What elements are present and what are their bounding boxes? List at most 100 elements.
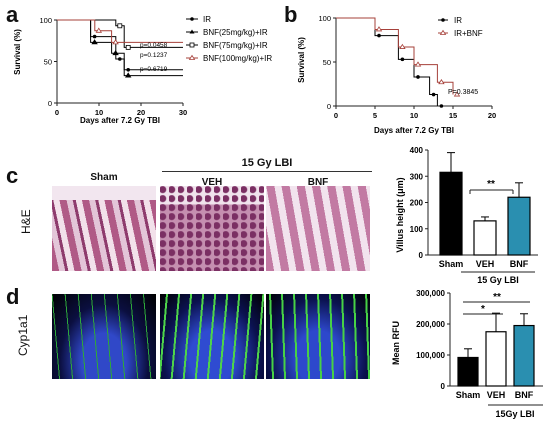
a-series-marker xyxy=(112,49,119,56)
a-xtick-label: 0 xyxy=(55,108,59,117)
if-image-bnf xyxy=(266,294,370,379)
chart-b-pvalue: P=0.3845 xyxy=(448,89,478,96)
d-bar xyxy=(485,331,507,387)
legend-marker-bnf100 xyxy=(188,54,196,60)
he-image-sham xyxy=(52,186,156,271)
d-category-label: BNF xyxy=(515,390,534,400)
b-series-marker xyxy=(416,75,420,79)
b-series-marker xyxy=(377,33,381,38)
chart-a-legend-4: BNF(100mg/kg)+IR xyxy=(203,54,272,63)
chart-b-ylabel: Survival (%) xyxy=(297,37,306,83)
a-series-line xyxy=(57,19,183,77)
he-image-bnf xyxy=(266,186,370,271)
chart-a-xlabel: Days after 7.2 Gy TBI xyxy=(80,116,160,125)
c-ytick-label: 400 xyxy=(410,146,424,155)
bar-d-ylabel: Mean RFU xyxy=(391,321,401,365)
c-bar xyxy=(473,220,497,256)
a-series-marker xyxy=(118,57,122,61)
chart-a-pvalue-2: p=0.1237 xyxy=(140,52,168,59)
b-series-marker xyxy=(400,57,405,62)
chart-a-pvalue-3: p=0.6719 xyxy=(140,66,168,73)
d-bar xyxy=(513,324,535,387)
d-ytick-label: 300,000 xyxy=(416,289,445,298)
b-series-marker xyxy=(439,104,444,108)
bar-d-group: 15Gy LBI xyxy=(495,409,534,419)
chart-b-legend: IR IR+BNF xyxy=(438,16,483,38)
a-ytick-label: 0 xyxy=(48,99,52,108)
chart-a-legend-3: BNF(75mg/kg)+IR xyxy=(203,41,268,50)
chart-b-legend-1: IR xyxy=(454,16,462,25)
b-xtick-label: 10 xyxy=(410,111,418,120)
a-xtick-label: 20 xyxy=(137,108,145,117)
a-series-marker xyxy=(91,39,98,45)
panel-c-row-label: H&E xyxy=(19,209,33,234)
a-xtick-label: 10 xyxy=(95,108,103,117)
chart-a-legend: IR BNF(25mg/kg)+IR BNF(75mg/kg)+IR BNF(1… xyxy=(186,15,272,63)
chart-a-pvalue-1: p=0.0458 xyxy=(140,42,168,49)
panel-letter-d: d xyxy=(6,284,20,309)
a-series-marker xyxy=(92,34,97,39)
a-series-marker xyxy=(112,39,119,45)
b-ytick-label: 0 xyxy=(327,102,331,111)
panel-letter-b: b xyxy=(284,2,298,27)
panel-c-col-bnf: BNF xyxy=(307,177,329,188)
a-series-marker xyxy=(117,23,123,29)
b-series-marker xyxy=(453,91,461,97)
survival-chart-b: Survival (%) 0 50 100 0 5 10 15 20 Days after … xyxy=(297,14,496,135)
legend-marker-bnf75 xyxy=(189,42,195,48)
b-series-marker xyxy=(438,78,445,85)
b-xtick-label: 15 xyxy=(449,111,457,120)
chart-b-xlabel: Days after 7.2 Gy TBI xyxy=(374,126,454,135)
legend-marker-ir xyxy=(190,17,194,21)
c-category-label: Sham xyxy=(439,259,464,269)
a-series-marker xyxy=(95,27,103,33)
panel-letter-c: c xyxy=(6,163,19,188)
a-ytick-label: 100 xyxy=(39,16,52,25)
legend-marker-bnf25 xyxy=(189,29,195,34)
a-series-line xyxy=(57,19,183,43)
b-xtick-label: 5 xyxy=(373,111,377,120)
he-image-veh xyxy=(160,186,264,271)
panel-d-col-sham: Sham xyxy=(96,282,124,293)
if-image-sham xyxy=(52,294,156,379)
d-category-label: VEH xyxy=(487,390,506,400)
panel-c-col-sham: Sham xyxy=(90,172,118,183)
bar-chart-villus: Villus height (μm) 0 100 200 300 400 Sham VEH… xyxy=(395,146,538,285)
panel-c-header-rule xyxy=(162,171,372,172)
a-series-marker xyxy=(126,68,130,72)
bar-c-ylabel: Villus height (μm) xyxy=(395,177,405,252)
b-ytick-label: 50 xyxy=(323,58,331,67)
panel-c-header: 15 Gy LBI xyxy=(241,157,293,169)
d-ytick-label: 200,000 xyxy=(416,320,445,329)
bar-chart-rfu: Mean RFU 0 100,000 200,000 300,000 Sham VEH B… xyxy=(391,289,543,419)
b-xtick-label: 20 xyxy=(488,111,496,120)
survival-chart-a: Survival (%) 0 50 100 0 10 20 30 Days after 7… xyxy=(13,15,272,125)
bar-c-sig: ** xyxy=(487,179,495,190)
bar-d-sig-2: ** xyxy=(493,292,501,303)
c-bar xyxy=(439,171,463,256)
c-bar xyxy=(507,196,531,256)
a-series-marker xyxy=(124,72,132,78)
b-series-line xyxy=(336,17,454,95)
c-ytick-label: 200 xyxy=(410,199,424,208)
a-ytick-label: 50 xyxy=(44,58,52,67)
a-series-marker xyxy=(125,44,131,50)
chart-a-legend-1: IR xyxy=(203,15,211,24)
if-image-veh xyxy=(160,294,264,379)
b-series-marker xyxy=(414,61,422,67)
bar-c-group: 15 Gy LBI xyxy=(477,275,519,285)
chart-b-legend-2: IR+BNF xyxy=(454,29,483,38)
panel-letter-a: a xyxy=(6,2,19,27)
bar-d-sig-1: * xyxy=(481,304,485,315)
b-ytick-label: 100 xyxy=(318,14,331,23)
c-ytick-label: 0 xyxy=(419,251,424,260)
b-series-line xyxy=(336,17,438,106)
b-xtick-label: 0 xyxy=(334,111,338,120)
c-ytick-label: 300 xyxy=(410,172,424,181)
b-series-marker xyxy=(399,43,406,49)
d-bar xyxy=(457,356,479,387)
panel-d-row-label: Cyp1a1 xyxy=(16,314,30,356)
d-category-label: Sham xyxy=(456,390,481,400)
chart-a-legend-2: BNF(25mg/kg)+IR xyxy=(203,28,268,37)
c-ytick-label: 100 xyxy=(410,225,424,234)
